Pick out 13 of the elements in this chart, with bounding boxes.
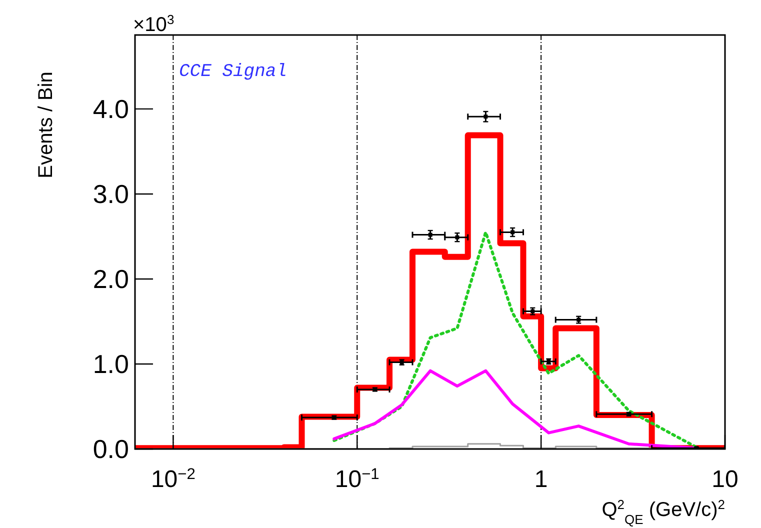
x-tick-label: 10$^{−2}$ — [150, 466, 196, 493]
y-tick-label: 0.0 — [92, 434, 129, 464]
y-tick-label: 2.0 — [92, 264, 129, 294]
x-tick-label: 10$^{−1}$ — [334, 466, 380, 493]
x-axis-title: Q$^{2}$$_{QE}$ (GeV/c)$^{2}$ — [602, 496, 725, 526]
y-tick-label: 4.0 — [92, 94, 129, 124]
y-axis-title: Events / Bin — [35, 72, 57, 178]
y-tick-label: 3.0 — [92, 179, 129, 210]
annotation: CCE Signal — [179, 62, 288, 82]
y-tick-label: 1.0 — [92, 349, 129, 380]
x-tick-label: 1 — [534, 466, 548, 493]
x-tick-label: 10 — [712, 466, 738, 493]
annotation: ×10$^{3}$ — [133, 12, 174, 36]
